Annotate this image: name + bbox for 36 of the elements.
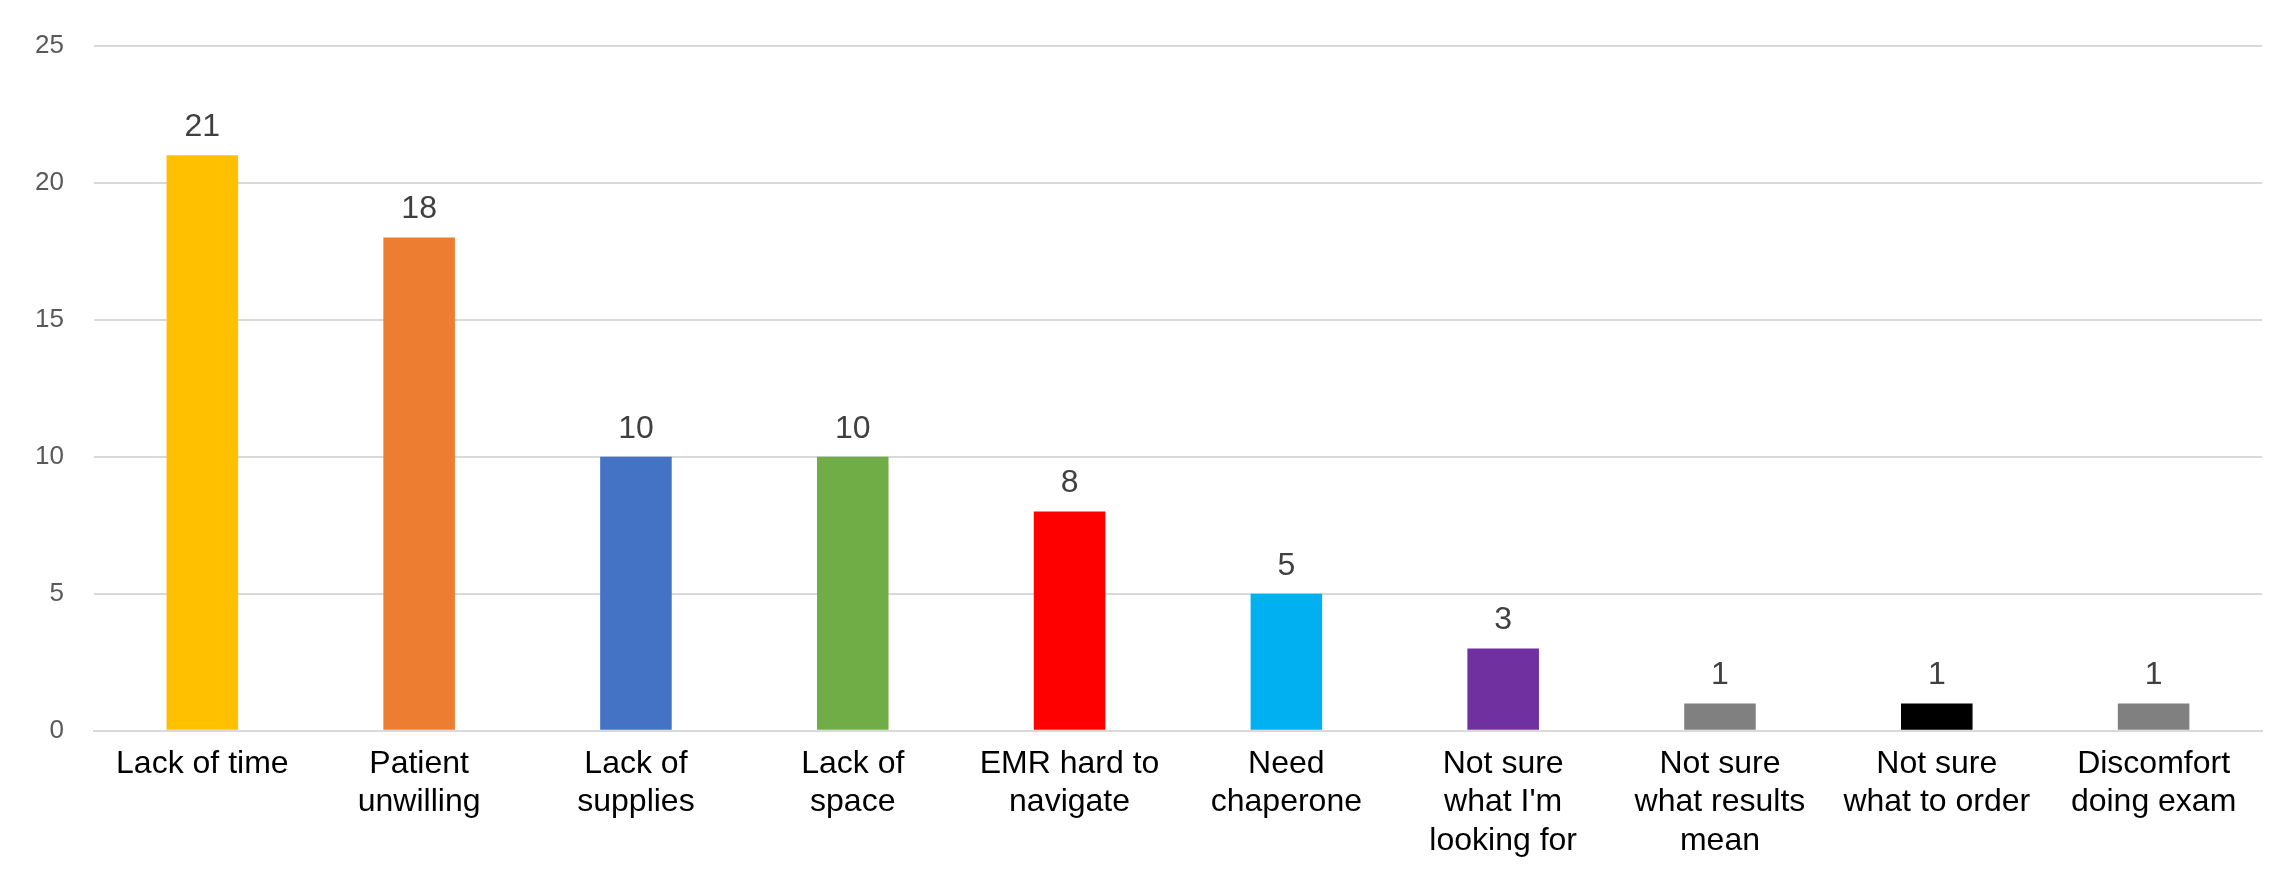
x-tick-label: EMR hard to navigate (979, 743, 1160, 819)
bar (1467, 648, 1539, 730)
bar (1901, 703, 1973, 730)
x-tick-label: Lack of supplies (577, 743, 695, 819)
bar (2117, 703, 2190, 730)
data-label: 8 (1060, 463, 1079, 500)
x-tick-label: Not sure what to order (1842, 743, 2031, 819)
bar (816, 456, 889, 730)
data-label: 21 (184, 107, 221, 144)
data-label: 18 (401, 189, 437, 226)
data-label: 1 (1711, 655, 1729, 692)
x-tick-label: Patient unwilling (357, 743, 481, 819)
bar (383, 237, 455, 730)
x-tick-label: Lack of space (801, 743, 905, 819)
x-tick-label: Not sure what results mean (1633, 743, 1806, 857)
data-label: 10 (618, 408, 654, 445)
x-tick-label: Discomfort doing exam (2070, 743, 2237, 819)
data-label: 3 (1494, 600, 1513, 637)
data-label: 10 (834, 408, 871, 445)
x-tick-label: Not sure what I'm looking for (1429, 743, 1578, 857)
y-tick-label: 10 (35, 439, 64, 470)
data-label: 5 (1277, 545, 1296, 582)
bar (1250, 593, 1323, 730)
data-label: 1 (2144, 655, 2163, 692)
y-tick-label: 20 (35, 165, 64, 196)
bar (166, 155, 239, 730)
y-tick-label: 25 (35, 28, 64, 59)
x-tick-label: Need chaperone (1210, 743, 1362, 819)
bar (1684, 703, 1756, 730)
y-tick-label: 0 (49, 713, 64, 744)
y-tick-label: 15 (35, 302, 64, 333)
data-label: 1 (1927, 655, 1946, 692)
y-tick-label: 5 (49, 576, 64, 607)
x-tick-label: Lack of time (116, 743, 289, 780)
bar (1033, 511, 1106, 730)
bar (600, 456, 672, 730)
